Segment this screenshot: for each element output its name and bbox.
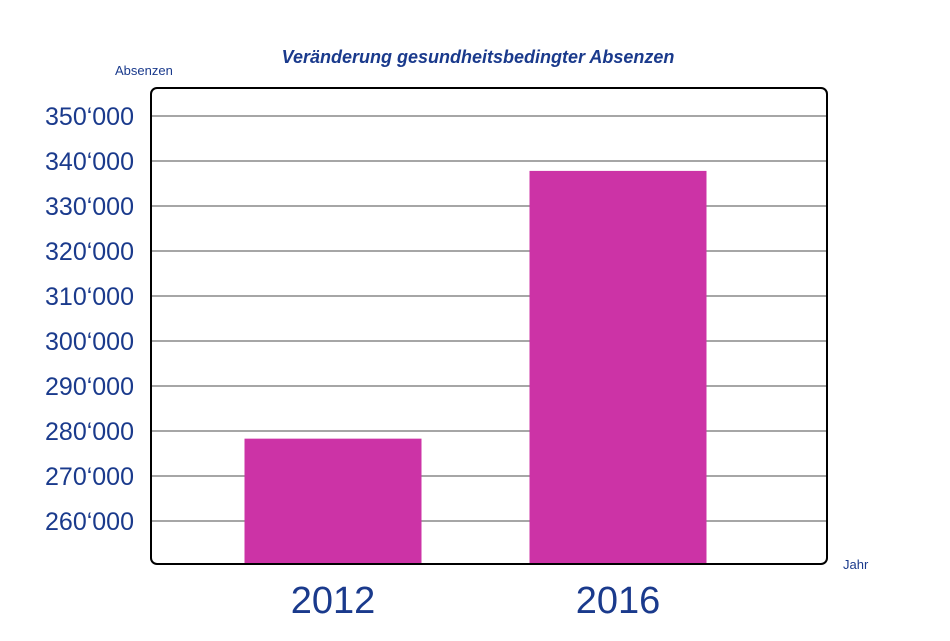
x-tick-labels: 2012 2016 <box>291 580 661 622</box>
y-tick-label: 300‘000 <box>45 328 134 356</box>
y-tick-label: 270‘000 <box>45 463 134 491</box>
y-tick-label: 350‘000 <box>45 103 134 131</box>
x-tick-label: 2016 <box>576 580 661 622</box>
bar-2016 <box>529 170 707 564</box>
y-tick-label: 330‘000 <box>45 193 134 221</box>
y-tick-labels: 260‘000 270‘000 280‘000 290‘000 300‘000 310‘0… <box>45 103 134 536</box>
y-axis-label: Absenzen <box>115 63 173 78</box>
chart-title: Veränderung gesundheitsbedingter Absenze… <box>282 47 675 67</box>
y-tick-label: 280‘000 <box>45 418 134 446</box>
y-tick-label: 260‘000 <box>45 508 134 536</box>
bar-2012 <box>244 438 422 564</box>
y-tick-label: 310‘000 <box>45 283 134 311</box>
bars <box>244 170 707 564</box>
x-axis-label: Jahr <box>843 557 869 572</box>
y-tick-label: 340‘000 <box>45 148 134 176</box>
y-tick-label: 320‘000 <box>45 238 134 266</box>
x-tick-label: 2012 <box>291 580 376 622</box>
y-tick-label: 290‘000 <box>45 373 134 401</box>
plot-frame <box>150 87 828 565</box>
